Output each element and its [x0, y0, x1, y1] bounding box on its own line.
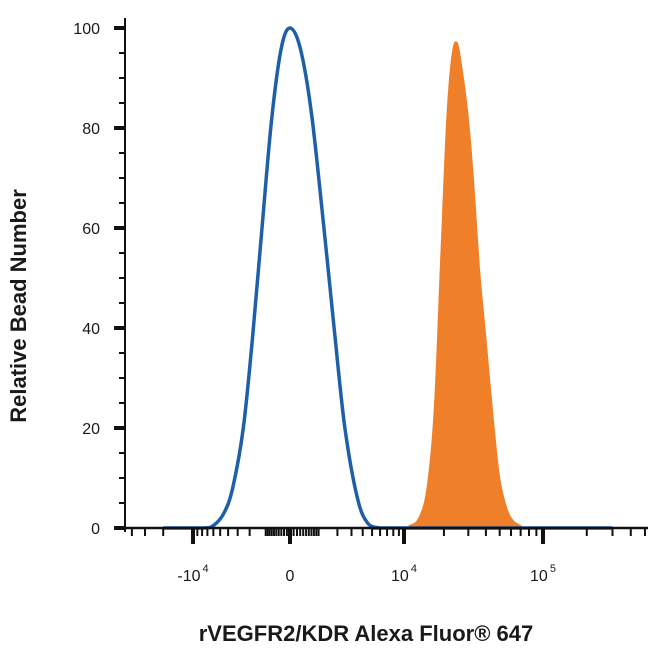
- x-tick-label: 10 5: [530, 563, 556, 585]
- labels: Relative Bead Number rVEGFR2/KDR Alexa F…: [6, 189, 533, 646]
- series-1-filled-histogram: [163, 41, 613, 529]
- x-axis-title: rVEGFR2/KDR Alexa Fluor® 647: [199, 621, 534, 646]
- plot-area: [163, 26, 613, 530]
- y-tick-label: 80: [82, 121, 100, 138]
- y-tick-label: 60: [82, 221, 100, 238]
- y-tick-label: 0: [91, 521, 100, 538]
- x-tick-label: -10 4: [177, 563, 208, 585]
- y-tick-label: 100: [73, 21, 100, 38]
- y-tick-label: 20: [82, 421, 100, 438]
- axes: 0 20 40 60 80 100 -10 4 0 10 4 10 5: [73, 18, 648, 585]
- x-tick-label: 10 4: [391, 563, 417, 585]
- y-axis-title: Relative Bead Number: [6, 189, 31, 423]
- y-tick-label: 40: [82, 321, 100, 338]
- series-0-outline-histogram: [163, 26, 613, 530]
- x-tick-label: 0: [286, 568, 295, 585]
